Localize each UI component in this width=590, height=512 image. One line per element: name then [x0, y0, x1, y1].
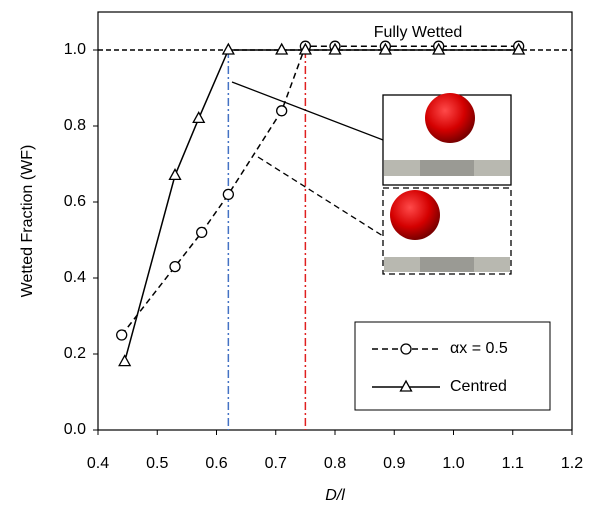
legend — [354, 321, 551, 411]
x-tick-label: 0.9 — [383, 455, 405, 472]
data-point — [116, 329, 128, 341]
data-point — [221, 42, 235, 55]
data-point — [298, 42, 312, 55]
inset-centred — [382, 93, 512, 186]
series-line — [123, 49, 519, 362]
x-tick-label: 1.1 — [502, 455, 524, 472]
data-point — [378, 42, 392, 55]
droplet — [390, 190, 440, 240]
data-point — [169, 260, 181, 273]
data-point — [196, 226, 208, 239]
legend-marker — [400, 343, 412, 355]
data-point — [222, 188, 235, 201]
y-tick-label: 0.2 — [64, 345, 86, 362]
data-point — [512, 42, 526, 55]
x-axis-label: D/l — [325, 487, 345, 504]
data-point — [432, 42, 446, 55]
x-tick-label: 0.7 — [265, 455, 287, 472]
x-tick-label: 0.4 — [87, 455, 109, 472]
x-tick-label: 0.6 — [205, 455, 227, 472]
series-line — [121, 45, 519, 336]
annotation: Fully Wetted — [374, 24, 463, 41]
droplet — [425, 93, 475, 143]
y-tick-label: 0.0 — [64, 421, 86, 438]
data-point — [276, 105, 288, 117]
substrate — [420, 160, 474, 176]
legend-label: αx = 0.5 — [450, 340, 508, 357]
data-point — [328, 42, 342, 55]
data-point — [168, 168, 182, 181]
y-tick-label: 0.6 — [64, 193, 86, 210]
x-tick-label: 0.5 — [146, 455, 168, 472]
x-tick-label: 1.2 — [561, 455, 583, 472]
inset-offset — [382, 187, 512, 275]
legend-label: Centred — [450, 378, 507, 395]
x-tick-label: 1.0 — [442, 455, 464, 472]
leader-line — [257, 156, 384, 237]
substrate — [420, 257, 474, 272]
data-point — [192, 111, 206, 124]
y-tick-label: 1.0 — [64, 41, 86, 58]
data-point — [275, 42, 289, 55]
data-point — [118, 354, 132, 367]
y-tick-label: 0.8 — [64, 117, 86, 134]
x-tick-label: 0.8 — [324, 455, 346, 472]
leader-line — [231, 81, 384, 141]
legend-marker — [399, 379, 413, 392]
y-tick-label: 0.4 — [64, 269, 86, 286]
y-axis-label: Wetted Fraction (WF) — [19, 145, 36, 298]
